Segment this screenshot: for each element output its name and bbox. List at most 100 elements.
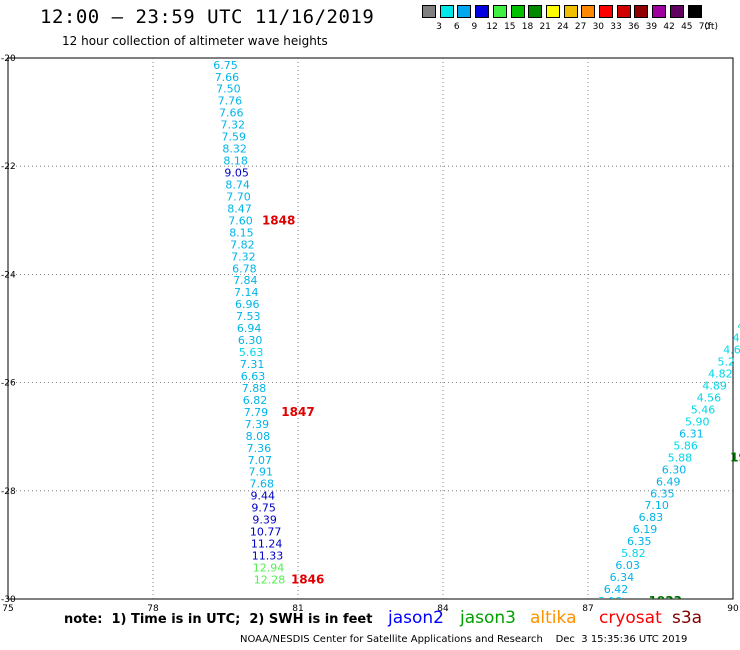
wave-height-value: 5.2 bbox=[717, 356, 735, 369]
scale-label: 27 bbox=[574, 22, 587, 32]
wave-height-value: 7.91 bbox=[249, 466, 274, 479]
wave-height-value: 6.82 bbox=[243, 394, 268, 407]
wave-height-value: 7.66 bbox=[219, 107, 244, 120]
wave-height-value: 7.88 bbox=[242, 382, 267, 395]
wave-height-value: 5.88 bbox=[668, 451, 693, 464]
pass-time-label: 1846 bbox=[291, 572, 324, 586]
latitude-tick-label: -26 bbox=[1, 379, 16, 389]
footer-credit: NOAA/NESDIS Center for Satellite Applica… bbox=[240, 634, 688, 645]
wave-height-value: 7.31 bbox=[240, 358, 265, 371]
wave-height-value: 9.05 bbox=[224, 167, 249, 180]
wave-height-value: 4.56 bbox=[697, 392, 722, 405]
latitude-tick-label: -30 bbox=[1, 595, 16, 605]
longitude-tick-label: 78 bbox=[147, 604, 159, 614]
scale-swatch bbox=[528, 5, 543, 18]
wave-height-value: 12.94 bbox=[253, 561, 285, 574]
scale-label: 24 bbox=[557, 22, 569, 32]
scale-label: 70 bbox=[698, 22, 711, 32]
pass-time-label: 1923 bbox=[649, 594, 682, 608]
wave-height-value: 6.94 bbox=[237, 322, 262, 335]
wave-height-value: 7.07 bbox=[248, 454, 273, 467]
wave-height-value: 8.47 bbox=[227, 202, 252, 215]
wave-height-value: 6.35 bbox=[627, 535, 652, 548]
wave-height-value: 6.19 bbox=[633, 523, 658, 536]
wave-height-value: 7.59 bbox=[221, 131, 246, 144]
scale-swatch bbox=[439, 5, 454, 18]
wave-height-value: 7.36 bbox=[247, 442, 272, 455]
wave-height-value: 6.96 bbox=[235, 298, 260, 311]
wave-height-value: 6.75 bbox=[213, 59, 238, 72]
wave-height-value: 9.44 bbox=[250, 490, 275, 503]
wave-height-value: 9.75 bbox=[251, 502, 276, 515]
wave-height-value: 4. bbox=[733, 332, 740, 345]
wave-height-value: 11.33 bbox=[252, 550, 284, 563]
map-title: 12:00 — 23:59 UTC 11/16/2019 bbox=[40, 6, 375, 28]
mission-s3a: s3a bbox=[672, 608, 703, 628]
wave-height-value: 5.82 bbox=[621, 547, 646, 560]
wave-height-value: 4.6 bbox=[723, 344, 740, 357]
latitude-tick-label: -24 bbox=[1, 270, 16, 280]
scale-swatch bbox=[510, 5, 525, 18]
wave-height-value: 5.46 bbox=[691, 403, 716, 416]
wave-height-value: 6.30 bbox=[662, 463, 687, 476]
scale-label: 42 bbox=[663, 22, 675, 32]
mission-altika: altika bbox=[530, 608, 577, 628]
wave-height-value: 8.32 bbox=[222, 143, 247, 156]
latitude-tick-label: -22 bbox=[1, 162, 16, 172]
scale-swatch bbox=[669, 5, 684, 18]
pass-time-label: 1847 bbox=[281, 405, 314, 419]
observation-layer: 6.757.667.507.767.667.327.598.328.189.05… bbox=[213, 59, 740, 608]
units-note: note: 1) Time is in UTC; 2) SWH is in fe… bbox=[64, 612, 373, 627]
wave-height-value: 11.24 bbox=[251, 538, 283, 551]
wave-height-value: 7.70 bbox=[226, 190, 251, 203]
scale-label: 9 bbox=[471, 22, 478, 32]
scale-swatch bbox=[475, 5, 490, 18]
mission-jason2: jason2 bbox=[388, 608, 444, 628]
scale-swatch bbox=[545, 5, 560, 18]
scale-swatch bbox=[563, 5, 578, 18]
longitude-tick-label: 81 bbox=[292, 604, 303, 614]
wave-height-value: 5.90 bbox=[685, 415, 710, 428]
wave-height-value: 7.60 bbox=[228, 214, 253, 227]
latitude-tick-label: -28 bbox=[1, 487, 16, 497]
scale-swatch bbox=[634, 5, 649, 18]
wave-height-value: 7.32 bbox=[231, 250, 256, 263]
wave-height-value: 6.31 bbox=[679, 427, 704, 440]
wave-height-value: 6.30 bbox=[238, 334, 263, 347]
latitude-tick-label: -20 bbox=[1, 54, 16, 64]
map-subtitle: 12 hour collection of altimeter wave hei… bbox=[62, 34, 328, 48]
mission-cryosat: cryosat bbox=[599, 608, 662, 628]
scale-label: 21 bbox=[539, 22, 551, 32]
wave-height-value: 7.14 bbox=[234, 286, 259, 299]
wave-height-value: 6.63 bbox=[241, 370, 266, 383]
wave-height-value: 6.49 bbox=[656, 475, 681, 488]
scale-label: 30 bbox=[592, 22, 605, 32]
wave-height-value: 6.35 bbox=[650, 487, 675, 500]
longitude-tick-label: 84 bbox=[437, 604, 449, 614]
wave-height-value: 9.39 bbox=[252, 514, 277, 527]
scale-label: 12 bbox=[486, 22, 498, 32]
wave-height-value: 7.50 bbox=[216, 83, 241, 96]
wave-height-value: 5.86 bbox=[673, 439, 698, 452]
wave-height-value: 8.15 bbox=[229, 226, 254, 239]
pass-time-label: 1848 bbox=[262, 213, 295, 227]
scale-swatch bbox=[492, 5, 507, 18]
map-frame bbox=[7, 57, 734, 600]
scale-swatch bbox=[687, 5, 702, 18]
wave-height-value: 6.83 bbox=[639, 511, 664, 524]
longitude-tick-label: 87 bbox=[582, 604, 593, 614]
wave-height-value: 6.34 bbox=[610, 571, 635, 584]
scale-swatch bbox=[616, 5, 631, 18]
scale-label: 45 bbox=[681, 22, 693, 32]
wave-height-value: 4. bbox=[737, 320, 740, 333]
longitude-tick-label: 75 bbox=[2, 604, 13, 614]
wave-height-value: 10.77 bbox=[250, 526, 282, 539]
wave-height-value: 4.82 bbox=[708, 368, 733, 381]
wave-height-value: 6.03 bbox=[615, 559, 640, 572]
wave-height-value: 8.08 bbox=[246, 430, 271, 443]
wave-height-value: 8.74 bbox=[225, 178, 250, 191]
scale-swatch bbox=[652, 5, 667, 18]
wave-height-value: 8.18 bbox=[223, 155, 248, 168]
wave-height-value: 7.76 bbox=[218, 95, 243, 108]
